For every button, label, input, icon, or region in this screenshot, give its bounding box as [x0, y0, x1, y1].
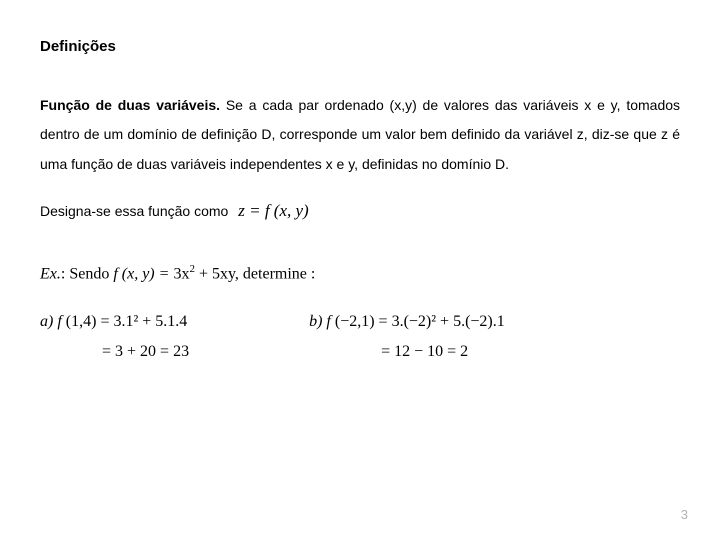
example-suffix: , determine :	[235, 265, 315, 282]
example-prompt: Ex.: Sendo f (x, y) = 3x2 + 5xy, determi…	[40, 263, 680, 283]
worked-a-label: a) f	[40, 313, 66, 330]
example-block: Ex.: Sendo f (x, y) = 3x2 + 5xy, determi…	[40, 263, 680, 361]
formula-lhs: z =	[238, 201, 265, 220]
definition-lead: Função de duas variáveis.	[40, 97, 220, 113]
worked-a-line1: a) f (1,4) = 3.1² + 5.1.4	[40, 313, 189, 331]
designation-text: Designa-se essa função como	[40, 203, 228, 219]
example-fn: f (x, y) =	[113, 265, 173, 282]
worked-a-args: (1,4) =	[66, 313, 114, 330]
page-number: 3	[681, 507, 688, 522]
worked-b-line2: = 12 − 10 = 2	[381, 343, 505, 361]
example-expr-a: 3x	[173, 265, 189, 282]
worked-b: b) f (−2,1) = 3.(−2)² + 5.(−2).1 = 12 − …	[309, 313, 505, 361]
section-title: Definições	[40, 38, 680, 55]
worked-b-label: b) f	[309, 313, 335, 330]
formula-rhs: f (x, y)	[265, 201, 309, 220]
worked-a-line2: = 3 + 20 = 23	[102, 343, 189, 361]
worked-a-rest: 3.1² + 5.1.4	[113, 313, 187, 330]
worked-b-line1: b) f (−2,1) = 3.(−2)² + 5.(−2).1	[309, 313, 505, 331]
designation-line: Designa-se essa função como z = f (x, y)	[40, 193, 680, 229]
example-expr-b: + 5xy	[195, 265, 235, 282]
designation-formula: z = f (x, y)	[238, 201, 308, 220]
worked-b-args: (−2,1) =	[335, 313, 392, 330]
example-mid: : Sendo	[61, 265, 113, 282]
worked-a: a) f (1,4) = 3.1² + 5.1.4 = 3 + 20 = 23	[40, 313, 189, 361]
definition-paragraph: Função de duas variáveis. Se a cada par …	[40, 91, 680, 179]
example-prefix: Ex.	[40, 265, 61, 282]
worked-b-rest: 3.(−2)² + 5.(−2).1	[392, 313, 505, 330]
worked-examples: a) f (1,4) = 3.1² + 5.1.4 = 3 + 20 = 23 …	[40, 313, 680, 361]
